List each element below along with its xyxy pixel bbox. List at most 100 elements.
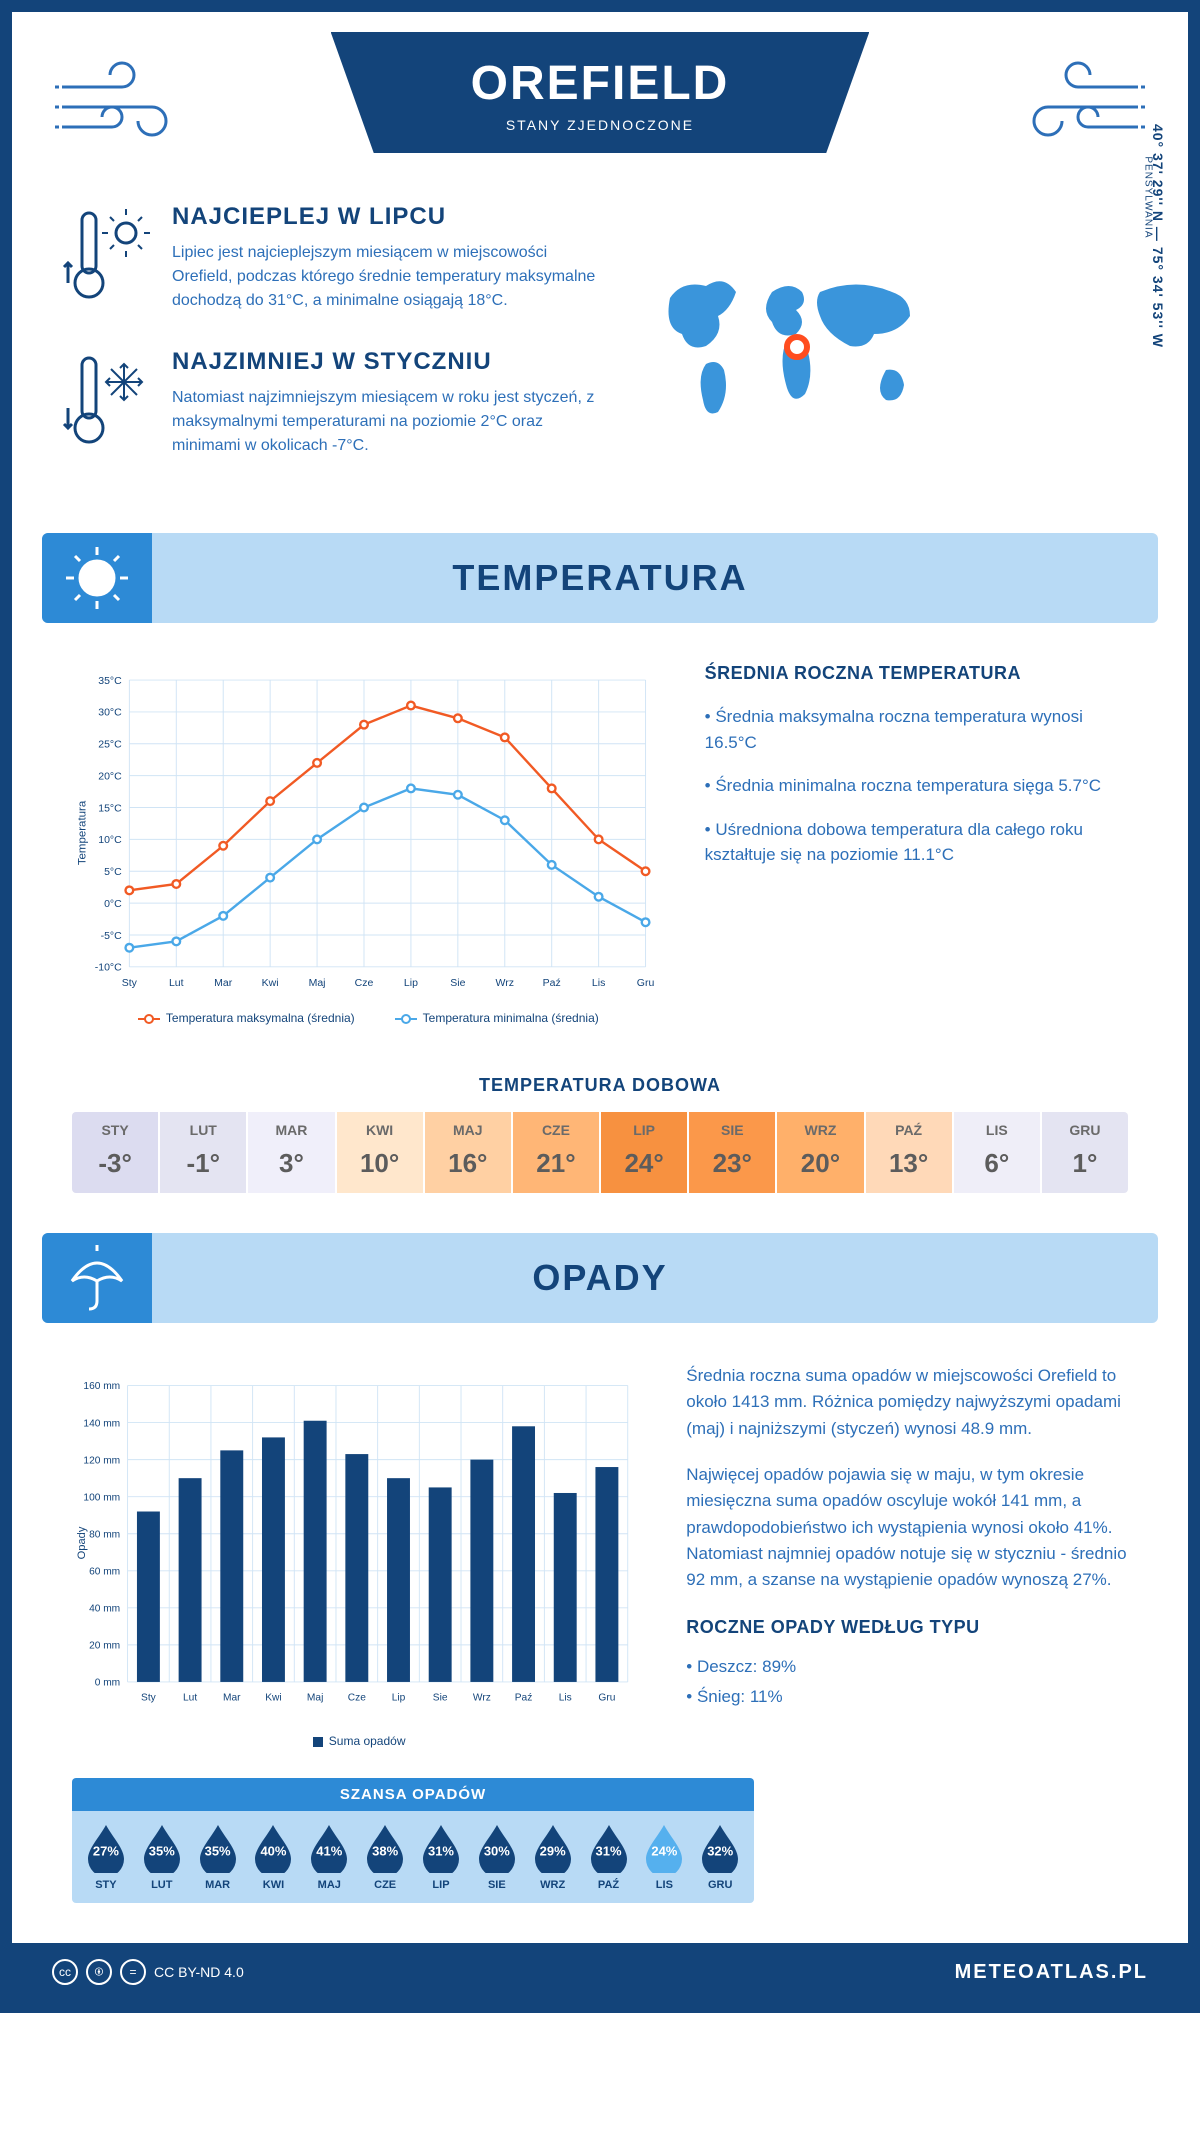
- svg-text:30°C: 30°C: [98, 707, 122, 719]
- daily-cell: LUT-1°: [158, 1112, 246, 1193]
- svg-text:Lis: Lis: [559, 1692, 572, 1703]
- daily-cell: KWI10°: [335, 1112, 423, 1193]
- chance-cell: 41%MAJ: [301, 1823, 357, 1891]
- umbrella-icon: [42, 1233, 152, 1323]
- temp-bullet-0: • Średnia maksymalna roczna temperatura …: [705, 704, 1128, 755]
- daily-cell: CZE21°: [511, 1112, 599, 1193]
- chance-cell: 31%PAŹ: [581, 1823, 637, 1891]
- svg-text:80 mm: 80 mm: [89, 1529, 120, 1540]
- svg-text:Maj: Maj: [307, 1692, 323, 1703]
- svg-text:Paź: Paź: [543, 977, 561, 989]
- legend-min: Temperatura minimalna (średnia): [423, 1011, 599, 1025]
- svg-text:-5°C: -5°C: [101, 930, 123, 942]
- daily-cell: MAJ16°: [423, 1112, 511, 1193]
- daily-cell: SIE23°: [687, 1112, 775, 1193]
- svg-text:Opady: Opady: [76, 1526, 88, 1559]
- title-banner: OREFIELD STANY ZJEDNOCZONE: [331, 32, 870, 153]
- svg-text:15°C: 15°C: [98, 802, 122, 814]
- intro-facts: NAJCIEPLEJ W LIPCU Lipiec jest najcieple…: [62, 203, 610, 493]
- svg-text:Lut: Lut: [183, 1692, 197, 1703]
- fact-warmest: NAJCIEPLEJ W LIPCU Lipiec jest najcieple…: [62, 203, 610, 318]
- section-heading-precip: OPADY: [42, 1233, 1158, 1323]
- temperature-legend: Temperatura maksymalna (średnia) Tempera…: [72, 1011, 665, 1025]
- svg-text:Sie: Sie: [433, 1692, 448, 1703]
- chance-cell: 31%LIP: [413, 1823, 469, 1891]
- fact-cold-title: NAJZIMNIEJ W STYCZNIU: [172, 348, 610, 376]
- temp-bullet-2: • Uśredniona dobowa temperatura dla całe…: [705, 817, 1128, 868]
- daily-cell: PAŹ13°: [864, 1112, 952, 1193]
- svg-text:-10°C: -10°C: [95, 962, 122, 974]
- cc-icon: cc: [52, 1959, 78, 1985]
- precip-legend: Suma opadów: [329, 1734, 406, 1748]
- svg-text:Wrz: Wrz: [496, 977, 514, 989]
- svg-text:Lip: Lip: [404, 977, 418, 989]
- svg-text:Paź: Paź: [515, 1692, 533, 1703]
- world-map-wrap: PENSYLWANIA 40° 37' 29'' N — 75° 34' 53'…: [640, 203, 1138, 493]
- svg-text:20°C: 20°C: [98, 770, 122, 782]
- daily-temp-strip: STY-3°LUT-1°MAR3°KWI10°MAJ16°CZE21°LIP24…: [72, 1112, 1128, 1193]
- svg-text:60 mm: 60 mm: [89, 1566, 120, 1577]
- svg-text:Sty: Sty: [122, 977, 138, 989]
- precip-para1: Średnia roczna suma opadów w miejscowośc…: [686, 1363, 1128, 1442]
- precip-body: 0 mm20 mm40 mm60 mm80 mm100 mm120 mm140 …: [12, 1333, 1188, 1758]
- precip-chart: 0 mm20 mm40 mm60 mm80 mm100 mm120 mm140 …: [72, 1363, 646, 1748]
- daily-temp-title: TEMPERATURA DOBOWA: [12, 1075, 1188, 1096]
- chance-cell: 40%KWI: [246, 1823, 302, 1891]
- license: cc 🅯 = CC BY-ND 4.0: [52, 1959, 244, 1985]
- precip-type-snow: • Śnieg: 11%: [686, 1684, 1128, 1710]
- svg-text:Kwi: Kwi: [265, 1692, 281, 1703]
- svg-text:Sie: Sie: [450, 977, 465, 989]
- daily-cell: WRZ20°: [775, 1112, 863, 1193]
- sun-icon: [42, 533, 152, 623]
- chance-title: SZANSA OPADÓW: [72, 1778, 754, 1811]
- precip-heading: OPADY: [152, 1257, 1158, 1299]
- svg-text:120 mm: 120 mm: [83, 1455, 120, 1466]
- precip-type-rain: • Deszcz: 89%: [686, 1654, 1128, 1680]
- chance-cell: 32%GRU: [692, 1823, 748, 1891]
- intro: NAJCIEPLEJ W LIPCU Lipiec jest najcieple…: [12, 193, 1188, 523]
- by-icon: 🅯: [86, 1959, 112, 1985]
- nd-icon: =: [120, 1959, 146, 1985]
- fact-warm-text: Lipiec jest najcieplejszym miesiącem w m…: [172, 241, 610, 313]
- chance-cell: 24%LIS: [636, 1823, 692, 1891]
- svg-text:Kwi: Kwi: [262, 977, 279, 989]
- svg-text:Lip: Lip: [392, 1692, 406, 1703]
- world-map: [640, 268, 940, 429]
- svg-text:Temperatura: Temperatura: [76, 800, 88, 865]
- chance-cell: 27%STY: [78, 1823, 134, 1891]
- daily-cell: MAR3°: [246, 1112, 334, 1193]
- chance-wrap: SZANSA OPADÓW 27%STY35%LUT35%MAR40%KWI41…: [72, 1778, 754, 1903]
- svg-text:10°C: 10°C: [98, 834, 122, 846]
- svg-text:Cze: Cze: [348, 1692, 366, 1703]
- chance-cell: 35%MAR: [190, 1823, 246, 1891]
- svg-text:0°C: 0°C: [104, 898, 122, 910]
- daily-cell: LIS6°: [952, 1112, 1040, 1193]
- wind-icon-left: [52, 52, 192, 157]
- page-subtitle: STANY ZJEDNOCZONE: [471, 117, 730, 133]
- svg-text:Gru: Gru: [598, 1692, 615, 1703]
- svg-text:40 mm: 40 mm: [89, 1604, 120, 1615]
- chance-cell: 35%LUT: [134, 1823, 190, 1891]
- svg-text:35°C: 35°C: [98, 675, 122, 687]
- brand: METEOATLAS.PL: [955, 1961, 1148, 1984]
- header: OREFIELD STANY ZJEDNOCZONE: [12, 12, 1188, 193]
- precip-types-title: ROCZNE OPADY WEDŁUG TYPU: [686, 1614, 1128, 1642]
- svg-text:Mar: Mar: [223, 1692, 241, 1703]
- fact-cold-text: Natomiast najzimniejszym miesiącem w rok…: [172, 386, 610, 458]
- temperature-body: -10°C-5°C0°C5°C10°C15°C20°C25°C30°C35°CS…: [12, 633, 1188, 1045]
- svg-text:25°C: 25°C: [98, 739, 122, 751]
- svg-text:160 mm: 160 mm: [83, 1381, 120, 1392]
- page: OREFIELD STANY ZJEDNOCZONE NAJCIEPLEJ W: [0, 0, 1200, 2013]
- coordinates: 40° 37' 29'' N — 75° 34' 53'' W: [1150, 124, 1166, 348]
- svg-text:Mar: Mar: [214, 977, 233, 989]
- svg-text:Cze: Cze: [355, 977, 374, 989]
- chance-cell: 30%SIE: [469, 1823, 525, 1891]
- daily-cell: GRU1°: [1040, 1112, 1128, 1193]
- svg-text:Lis: Lis: [592, 977, 605, 989]
- chance-strip: 27%STY35%LUT35%MAR40%KWI41%MAJ38%CZE31%L…: [72, 1811, 754, 1903]
- svg-text:100 mm: 100 mm: [83, 1492, 120, 1503]
- temperature-chart: -10°C-5°C0°C5°C10°C15°C20°C25°C30°C35°CS…: [72, 663, 665, 1025]
- chance-cell: 38%CZE: [357, 1823, 413, 1891]
- temperature-side: ŚREDNIA ROCZNA TEMPERATURA • Średnia mak…: [705, 663, 1128, 1025]
- temp-bullet-1: • Średnia minimalna roczna temperatura s…: [705, 773, 1128, 799]
